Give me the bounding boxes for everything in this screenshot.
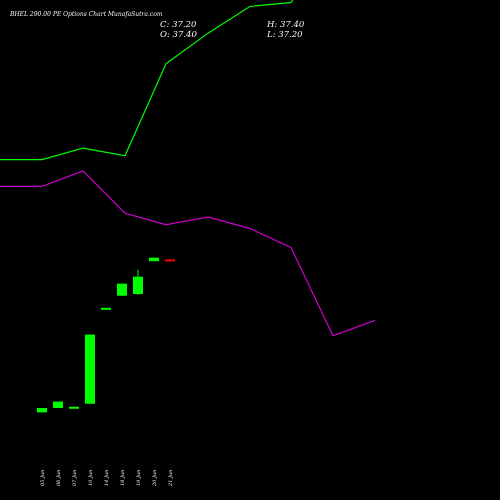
x-tick-label: 18 Jun [120,470,126,486]
ohlc-high: H: 37.40 [266,20,305,30]
chart-title: BHEL 290.00 PE Options Chart MunafaSutra… [9,11,163,18]
candle-21-jun [165,259,175,262]
x-tick-label: 06 Jun [56,470,62,486]
candle-14-jun [101,307,111,310]
candle-10-jun [85,334,95,404]
x-axis-ticks: 05 Jun 06 Jun 07 Jun 10 Jun 14 Jun 18 Jun 19 J… [40,470,174,487]
indicator-lines [0,0,376,337]
candle-body [149,257,159,262]
indicator-line-1 [0,0,294,161]
candle-body [53,401,63,409]
candle-body [85,334,95,404]
candle-07-jun [69,406,79,409]
ohlc-close: C: 37.20 [160,20,197,30]
candle-body [117,283,127,296]
candle-19-jun [133,269,143,295]
candle-body [133,276,143,294]
x-tick-label: 20 Jun [152,470,158,487]
candle-body [101,307,111,310]
x-tick-label: 21 Jun [168,470,174,487]
candle-05-jun [37,408,47,413]
ohlc-low: L: 37.20 [266,30,303,40]
candlesticks [37,257,175,413]
ohlc-open: O: 37.40 [160,30,197,40]
candle-body [69,406,79,409]
candle-body [37,408,47,413]
x-tick-label: 19 Jun [136,470,142,486]
candle-body [165,259,175,262]
x-tick-label: 05 Jun [40,470,46,486]
candle-06-jun [53,401,63,409]
x-tick-label: 14 Jun [104,470,110,486]
candle-18-jun [117,283,127,296]
x-tick-label: 07 Jun [72,470,78,486]
candle-20-jun [149,257,159,262]
indicator-line-2 [0,170,376,337]
x-tick-label: 10 Jun [88,470,94,486]
